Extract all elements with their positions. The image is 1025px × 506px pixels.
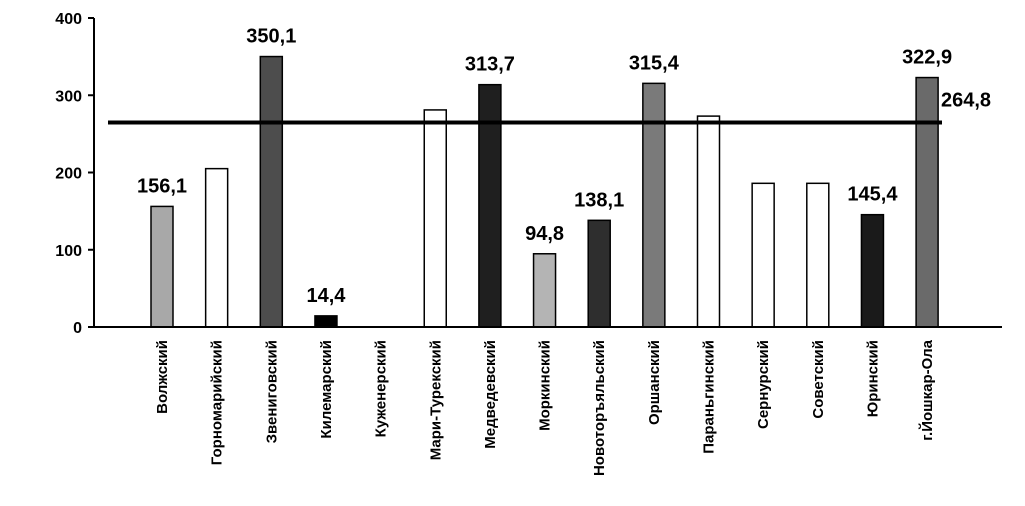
bar [860,213,885,328]
y-axis-ticks: 0 100 200 300 400 [55,11,94,337]
bar [423,109,447,328]
data-label: 156,1 [137,175,187,197]
y-tick-label: 200 [55,166,82,183]
data-label: 315,4 [629,52,680,74]
bar [259,55,284,328]
bar [150,205,174,328]
bar [915,76,939,328]
y-tick-label: 0 [73,320,82,337]
data-label: 14,4 [306,285,346,307]
category-labels: Волжский Горномарийский Звениговский Килема… [154,339,936,476]
bar [314,315,338,328]
data-label: 138,1 [574,189,624,211]
y-tick-label: 100 [55,243,82,260]
category-label: Куженерский [373,340,390,437]
category-label: г.Йошкар-Ола [918,339,936,440]
category-label: Моркинский [537,340,554,431]
category-label: Волжский [154,340,171,414]
category-label: Новоторъяльский [591,340,608,476]
reference-line-label: 264,8 [941,89,991,111]
category-label: Параньгинский [701,340,718,454]
category-label: Звениговский [263,340,280,443]
bar [642,82,666,328]
data-label: 94,8 [525,223,564,245]
bar [751,182,775,328]
data-label: 145,4 [847,184,898,206]
category-label: Медведевский [482,340,499,449]
bar [696,115,721,328]
bar [806,182,830,328]
data-label: 313,7 [465,54,515,76]
category-label: Мари-Турекский [427,340,444,460]
bar [587,219,611,328]
y-tick-label: 300 [55,88,82,105]
data-labels: 156,1 350,1 14,4 313,7 94,8 138,1 315,4 145,4 32… [137,26,952,307]
bars [150,55,939,328]
category-label: Горномарийский [209,340,226,465]
y-tick-label: 400 [55,11,82,28]
category-label: Сернурский [755,340,772,429]
bar [204,167,229,328]
data-label: 322,9 [902,47,952,69]
data-label: 350,1 [246,26,296,48]
bar [532,253,557,328]
category-label: Килемарский [318,340,335,439]
category-label: Юринский [864,340,881,417]
category-label: Советский [810,340,827,419]
category-label: Оршанский [646,340,663,425]
